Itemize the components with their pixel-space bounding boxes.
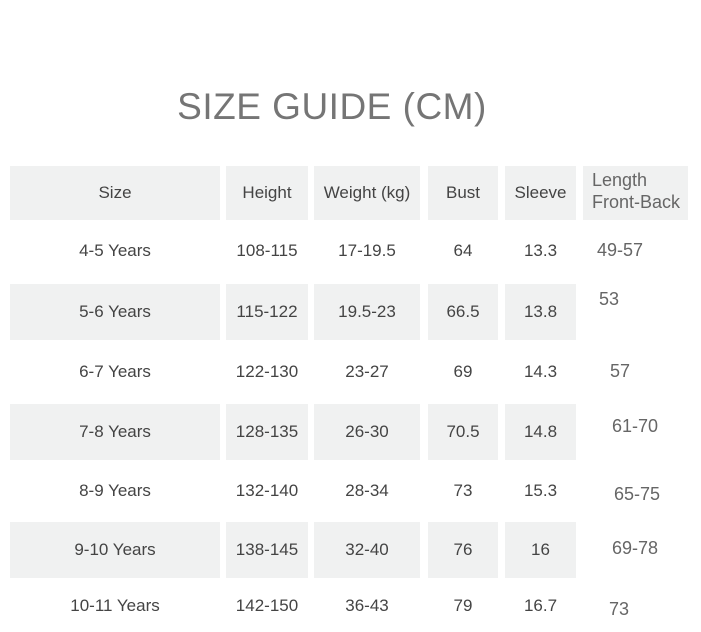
header-size: Size [10,166,220,220]
cell-size: 8-9 Years [79,481,151,500]
cell-length: 69-78 [612,538,659,558]
cell-bust: 69 [453,362,473,381]
cell-sleeve: 16.7 [523,596,558,615]
cell-bust: 66.5 [428,284,498,340]
cell-weight: 32-40 [314,522,420,578]
cell-height: 132-140 [235,481,299,500]
cell-bust: 73 [453,481,473,500]
cell-height: 128-135 [226,404,308,460]
cell-length: 73 [609,599,630,619]
cell-length: 53 [599,289,620,309]
cell-bust: 64 [453,241,473,260]
header-length-line: Length [592,170,648,190]
cell-length: 65-75 [614,484,661,504]
cell-size: 6-7 Years [79,362,151,381]
header-sleeve: Sleeve [505,166,576,220]
header-bust: Bust [428,166,498,220]
cell-size: 7-8 Years [10,404,220,460]
cell-weight: 28-34 [345,481,389,500]
cell-bust: 70.5 [428,404,498,460]
cell-sleeve: 16 [505,522,576,578]
cell-sleeve: 13.8 [505,284,576,340]
cell-weight: 26-30 [314,404,420,460]
header-weight: Weight (kg) [314,166,420,220]
cell-length: 61-70 [612,416,659,436]
cell-height: 138-145 [226,522,308,578]
cell-weight: 36-43 [345,596,389,615]
cell-height: 115-122 [226,284,308,340]
cell-bust: 76 [428,522,498,578]
header-length-line: Front-Back [592,192,681,212]
cell-height: 142-150 [235,596,299,615]
cell-weight: 17-19.5 [338,241,396,260]
cell-bust: 79 [453,596,473,615]
cell-sleeve: 14.3 [523,362,558,381]
cell-length: 57 [610,361,631,381]
cell-size: 5-6 Years [10,284,220,340]
cell-sleeve: 15.3 [523,481,558,500]
cell-size: 4-5 Years [79,241,151,260]
cell-size: 10-11 Years [70,596,160,615]
cell-sleeve: 13.3 [523,241,558,260]
cell-height: 122-130 [235,362,299,381]
cell-length: 49-57 [597,240,644,260]
cell-weight: 23-27 [345,362,389,381]
page-title: SIZE GUIDE (CM) [177,86,487,127]
header-length: Length Front-Back [583,166,688,220]
cell-size: 9-10 Years [10,522,220,578]
cell-height: 108-115 [236,241,298,260]
cell-weight: 19.5-23 [314,284,420,340]
header-height: Height [226,166,308,220]
cell-sleeve: 14.8 [505,404,576,460]
